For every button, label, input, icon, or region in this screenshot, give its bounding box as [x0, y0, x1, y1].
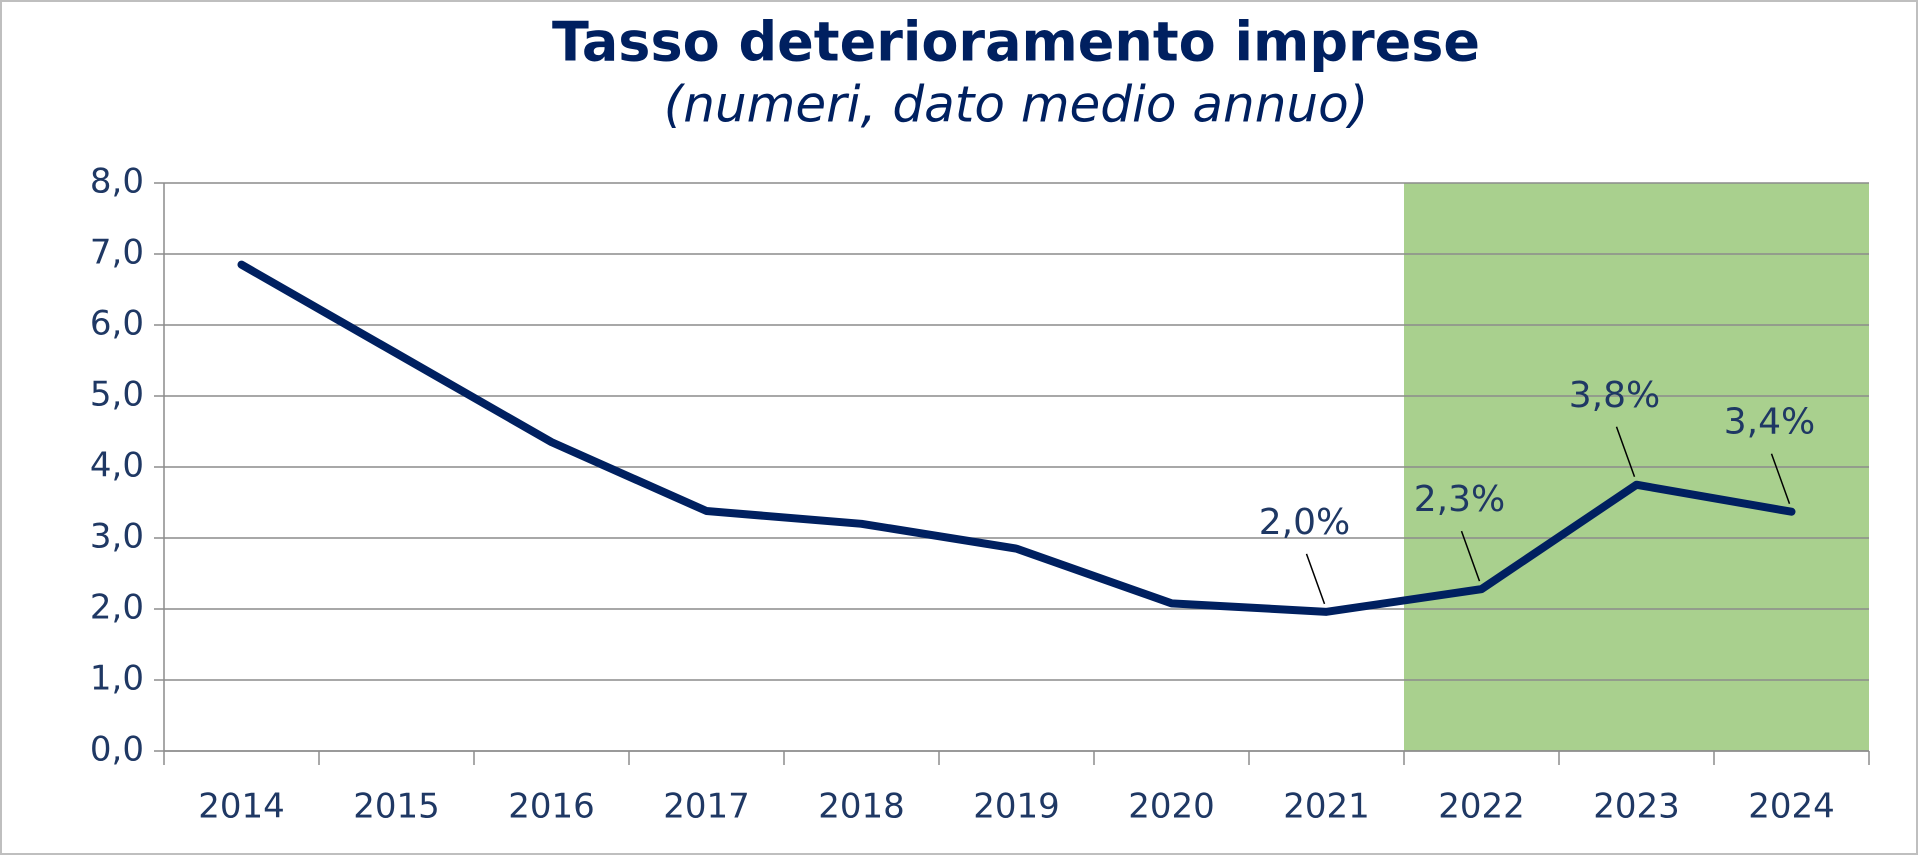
x-tick-label: 2019: [973, 787, 1060, 827]
label-leader: [1770, 453, 1791, 504]
data-label: 2,0%: [1259, 502, 1350, 543]
data-label: 3,4%: [1724, 402, 1815, 443]
y-tick-label: 3,0: [90, 517, 144, 557]
y-tick-label: 6,0: [90, 304, 144, 344]
x-tick-label: 2023: [1593, 787, 1680, 827]
y-tick-label: 7,0: [90, 233, 144, 273]
x-tick-label: 2014: [198, 787, 285, 827]
x-tick-label: 2015: [353, 787, 440, 827]
y-tick-label: 5,0: [90, 375, 144, 415]
y-tick-label: 1,0: [90, 659, 144, 699]
x-tick-label: 2018: [818, 787, 905, 827]
x-tick-label: 2021: [1283, 787, 1370, 827]
label-leader: [1615, 426, 1636, 478]
x-tick-label: 2024: [1748, 787, 1835, 827]
x-tick-label: 2022: [1438, 787, 1525, 827]
chart-title: Tasso deterioramento imprese: [552, 11, 1480, 74]
data-label: 2,3%: [1414, 479, 1505, 520]
y-tick-label: 8,0: [90, 162, 144, 202]
x-tick-label: 2017: [663, 787, 750, 827]
data-label: 3,8%: [1569, 375, 1660, 416]
chart-subtitle: (numeri, dato medio annuo): [664, 76, 1368, 134]
line-series: [237, 260, 1796, 616]
y-tick-label: 4,0: [90, 446, 144, 486]
y-tick-label: 2,0: [90, 588, 144, 628]
y-tick-label: 0,0: [90, 730, 144, 770]
label-leader: [1305, 553, 1326, 605]
label-leader: [1460, 530, 1481, 582]
x-tick-label: 2016: [508, 787, 595, 827]
x-tick-label: 2020: [1128, 787, 1215, 827]
